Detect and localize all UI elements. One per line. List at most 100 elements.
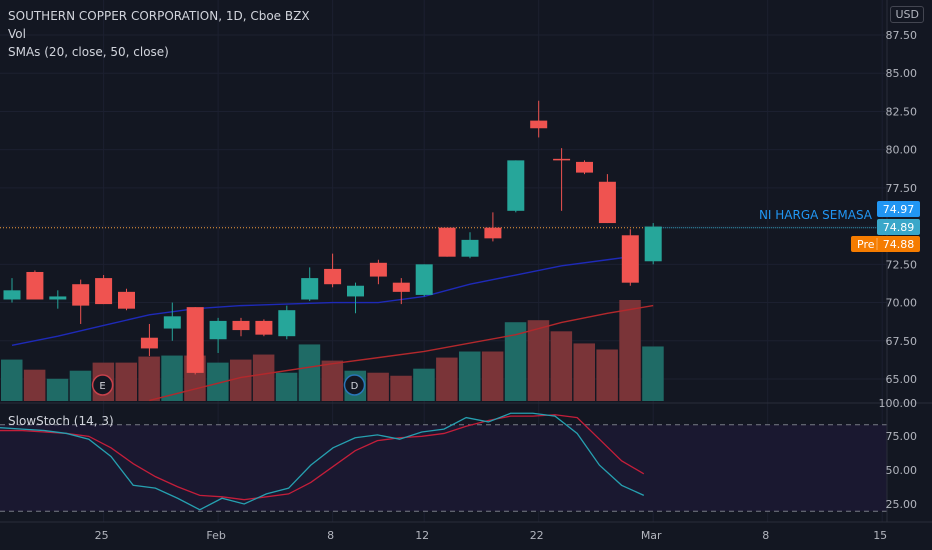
time-tick-label: 8	[762, 529, 769, 542]
candle-body	[49, 296, 67, 300]
candle-body	[26, 271, 44, 300]
candle-body	[369, 262, 387, 277]
volume-bar	[138, 356, 160, 401]
candles[interactable]	[3, 100, 662, 375]
volume-bar	[230, 359, 252, 401]
stoch-band	[0, 424, 887, 512]
pre-tag: Pre	[857, 238, 875, 251]
current-price-label: 74.89	[883, 221, 915, 234]
chart-title: SOUTHERN COPPER CORPORATION, 1D, Cboe BZ…	[8, 9, 310, 23]
volume-bar	[23, 369, 46, 401]
pre-value: 74.88	[883, 238, 915, 251]
time-tick-label: 8	[327, 529, 334, 542]
candle-body	[415, 264, 433, 295]
price-tick-label: 70.00	[886, 297, 918, 310]
stoch-tick-label: 50.00	[886, 464, 918, 477]
candle-body	[186, 307, 204, 373]
candle-body	[392, 282, 410, 292]
event-marker	[91, 374, 114, 396]
event-label: E	[99, 381, 105, 392]
volume-bar	[298, 344, 321, 401]
candle-body	[347, 285, 364, 297]
currency-button[interactable]: USD	[890, 6, 924, 23]
sma-lines	[11, 255, 654, 402]
price-tick-label: 72.50	[886, 258, 918, 271]
volume-bar	[161, 355, 183, 401]
last-price-label-bg	[877, 201, 920, 217]
candle-body	[163, 316, 181, 329]
last-price-label: 74.97	[883, 203, 915, 216]
volume-bar	[321, 360, 344, 401]
price-tick-label: 67.50	[886, 335, 918, 348]
time-tick-label: Mar	[641, 529, 662, 542]
candle-body	[3, 290, 21, 300]
price-tick-label: 65.00	[886, 373, 918, 386]
volume-bar	[481, 351, 504, 401]
stochastic-pane	[0, 402, 932, 512]
stoch-tick-label: 100.00	[879, 397, 918, 410]
volume-bar	[550, 331, 573, 401]
candle-body	[438, 227, 456, 257]
volume-bar	[596, 349, 618, 401]
sma50-line	[149, 304, 654, 402]
time-tick-label: 15	[873, 529, 887, 542]
volume-legend: Vol	[8, 27, 26, 41]
sma20-line	[11, 255, 631, 347]
candle-body	[530, 120, 548, 129]
price-labels: 74.97 74.89 Pre 74.88 NI HARGA SEMASA	[759, 201, 920, 252]
price-tick-label: 77.50	[886, 182, 918, 195]
current-price-label-bg	[877, 219, 920, 235]
event-marker	[343, 374, 366, 396]
annotation-text: NI HARGA SEMASA	[759, 208, 873, 222]
volume-bar	[252, 354, 275, 401]
candle-body	[461, 239, 479, 257]
candle-body	[621, 235, 639, 283]
price-tick-label: 87.50	[886, 29, 918, 42]
price-tick-label: 80.00	[886, 144, 918, 157]
candle-body	[118, 291, 135, 309]
volume-bar	[390, 375, 412, 401]
sma-legend: SMAs (20, close, 50, close)	[8, 45, 169, 59]
price-tick-label: 85.00	[886, 67, 918, 80]
stoch-k-line	[0, 412, 645, 511]
time-tick-label: 22	[530, 529, 544, 542]
time-tick-label: 12	[415, 529, 429, 542]
volume-bar	[459, 351, 481, 401]
candle-body	[598, 181, 616, 224]
volume-bar	[436, 357, 458, 401]
stoch-tick-label: 25.00	[886, 498, 918, 511]
candle-body	[644, 226, 662, 262]
volume-bar	[527, 320, 550, 401]
time-tick-label: Feb	[206, 529, 225, 542]
event-label: D	[351, 381, 359, 392]
candle-body	[507, 160, 525, 211]
candle-body	[576, 161, 593, 173]
candle-body	[255, 320, 273, 335]
volume-bar	[573, 343, 595, 401]
volume-bar	[642, 346, 664, 401]
volume-bar	[1, 359, 23, 401]
volume-bar	[115, 362, 137, 401]
stoch-d-line	[0, 414, 645, 501]
candle-body	[95, 278, 113, 305]
candle-body	[278, 310, 296, 337]
stoch-legend: SlowStoch (14, 3)	[8, 414, 114, 428]
candle-body	[140, 337, 158, 349]
pre-label-bg	[851, 236, 920, 252]
candle-body	[324, 268, 342, 285]
volume-bar	[619, 300, 641, 401]
candle-body	[72, 284, 90, 306]
volume-bar	[275, 372, 298, 401]
volume-bar	[413, 368, 435, 401]
candle-body	[484, 227, 502, 239]
time-tick-label: 25	[95, 529, 109, 542]
volume-bar	[504, 322, 527, 401]
stoch-tick-label: 75.00	[886, 430, 918, 443]
candle-body	[301, 278, 319, 300]
volume-bar	[367, 372, 389, 401]
volume-bar	[207, 362, 229, 401]
price-tick-label: 82.50	[886, 105, 918, 118]
candle-body	[209, 320, 227, 340]
